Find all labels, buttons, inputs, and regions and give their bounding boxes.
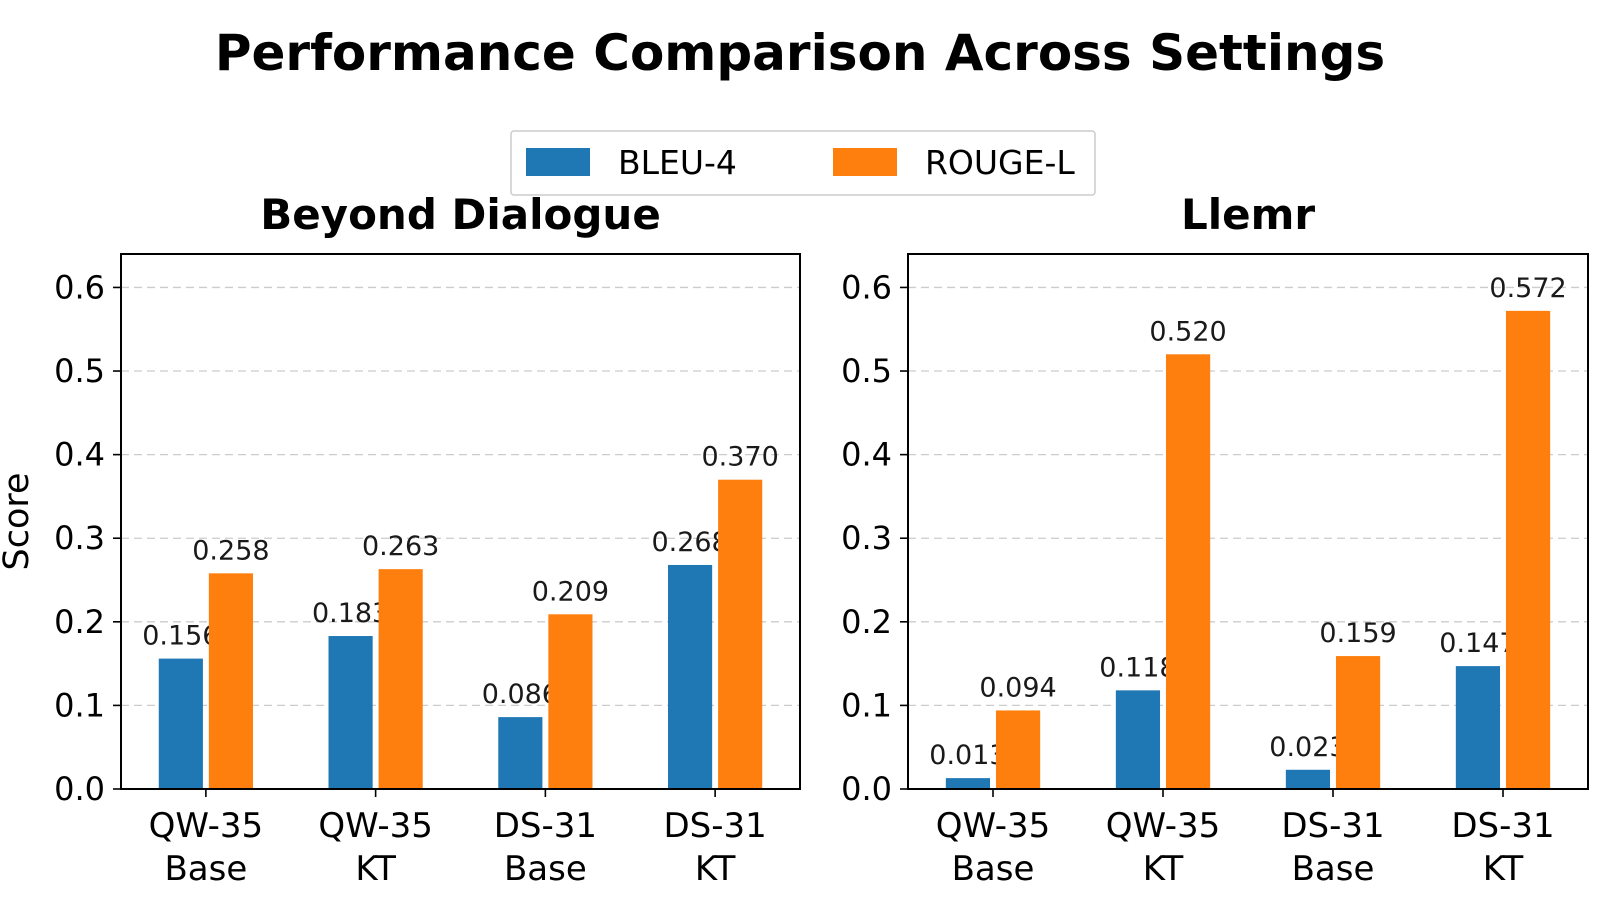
bar-bleu-4 xyxy=(1115,690,1161,789)
y-tick-label: 0.6 xyxy=(54,268,105,306)
x-tick-label: Base xyxy=(504,849,587,889)
bar-bleu-4 xyxy=(1455,666,1501,789)
bar-value-label: 0.147 xyxy=(1439,628,1516,659)
legend-box xyxy=(510,130,1096,196)
bar-rouge-l xyxy=(1505,310,1551,789)
bar-value-label: 0.258 xyxy=(192,535,269,566)
x-tick-label: DS-31 xyxy=(494,806,597,846)
bar-value-label: 0.183 xyxy=(312,598,389,629)
plot-frame xyxy=(120,253,801,790)
bar-value-label: 0.263 xyxy=(362,531,439,562)
x-tick-label: Base xyxy=(164,849,247,889)
bar-rouge-l xyxy=(548,614,593,789)
legend: BLEU-4 ROUGE-L xyxy=(510,130,1096,196)
bar-value-label: 0.159 xyxy=(1319,618,1396,649)
y-tick-label: 0.5 xyxy=(841,352,892,390)
x-tick-label: QW-35 xyxy=(936,806,1051,846)
bar-bleu-4 xyxy=(498,717,543,789)
bar-rouge-l xyxy=(378,569,423,789)
y-tick-label: 0.5 xyxy=(54,352,105,390)
y-tick-label: 0.4 xyxy=(54,436,105,474)
bar-value-label: 0.209 xyxy=(532,576,609,607)
x-tick-label: QW-35 xyxy=(318,806,433,846)
x-tick-label: QW-35 xyxy=(149,806,264,846)
x-tick-label: Base xyxy=(1292,849,1375,889)
y-axis-label: Score xyxy=(0,472,37,570)
bar-bleu-4 xyxy=(328,636,373,789)
bar-value-label: 0.118 xyxy=(1099,652,1176,683)
bar-rouge-l xyxy=(718,479,763,789)
x-tick-label: QW-35 xyxy=(1106,806,1221,846)
bar-bleu-4 xyxy=(668,564,713,789)
y-tick-label: 0.6 xyxy=(841,268,892,306)
y-tick-label: 0.2 xyxy=(841,603,892,641)
y-tick-label: 0.3 xyxy=(54,519,105,557)
x-tick-label: DS-31 xyxy=(1281,806,1384,846)
bar-value-label: 0.013 xyxy=(929,740,1006,771)
x-tick-label: KT xyxy=(355,849,396,889)
bar-value-label: 0.370 xyxy=(702,442,779,473)
bar-value-label: 0.268 xyxy=(651,527,728,558)
bar-rouge-l xyxy=(1335,656,1381,789)
bar-bleu-4 xyxy=(945,778,991,789)
legend-label: BLEU-4 xyxy=(618,143,737,182)
y-tick-label: 0.1 xyxy=(841,686,892,724)
y-tick-label: 0.0 xyxy=(841,770,892,808)
x-tick-label: Base xyxy=(952,849,1035,889)
legend-item: ROUGE-L xyxy=(833,143,1075,182)
bar-value-label: 0.094 xyxy=(979,672,1056,703)
legend-label: ROUGE-L xyxy=(925,143,1075,182)
bar-bleu-4 xyxy=(1285,769,1331,789)
bar-value-label: 0.572 xyxy=(1489,273,1566,304)
y-tick-label: 0.0 xyxy=(54,770,105,808)
bar-value-label: 0.156 xyxy=(142,621,219,652)
chart-panel: Llemr 0.0 0.1 0.2 0.3 0.4 0.5 0.6 0.013 0.094 QW-3… xyxy=(841,190,1589,889)
bar-rouge-l xyxy=(995,710,1041,789)
bar-value-label: 0.520 xyxy=(1149,316,1226,347)
bar-rouge-l xyxy=(208,573,253,789)
x-tick-label: KT xyxy=(1483,849,1524,889)
chart-panels: Beyond Dialogue 0.0 0.1 0.2 0.3 0.4 0.5 0.6 Scor… xyxy=(0,190,1589,889)
y-tick-label: 0.3 xyxy=(841,519,892,557)
chart-title: Performance Comparison Across Settings xyxy=(215,24,1385,82)
legend-swatch xyxy=(526,148,590,176)
bar-value-label: 0.086 xyxy=(482,679,559,710)
chart-panel: Beyond Dialogue 0.0 0.1 0.2 0.3 0.4 0.5 0.6 Scor… xyxy=(0,190,801,889)
x-tick-label: KT xyxy=(1143,849,1184,889)
x-tick-label: KT xyxy=(695,849,736,889)
y-tick-label: 0.1 xyxy=(54,686,105,724)
bar-bleu-4 xyxy=(158,658,203,789)
x-tick-label: DS-31 xyxy=(663,806,766,846)
x-tick-label: DS-31 xyxy=(1451,806,1554,846)
legend-item: BLEU-4 xyxy=(526,143,737,182)
bar-value-label: 0.023 xyxy=(1269,732,1346,763)
plot-frame xyxy=(907,253,1589,790)
panel-title: Llemr xyxy=(1181,190,1315,239)
panel-title: Beyond Dialogue xyxy=(260,190,661,239)
bar-rouge-l xyxy=(1165,354,1211,789)
legend-swatch xyxy=(833,148,897,176)
y-tick-label: 0.2 xyxy=(54,603,105,641)
y-tick-label: 0.4 xyxy=(841,436,892,474)
